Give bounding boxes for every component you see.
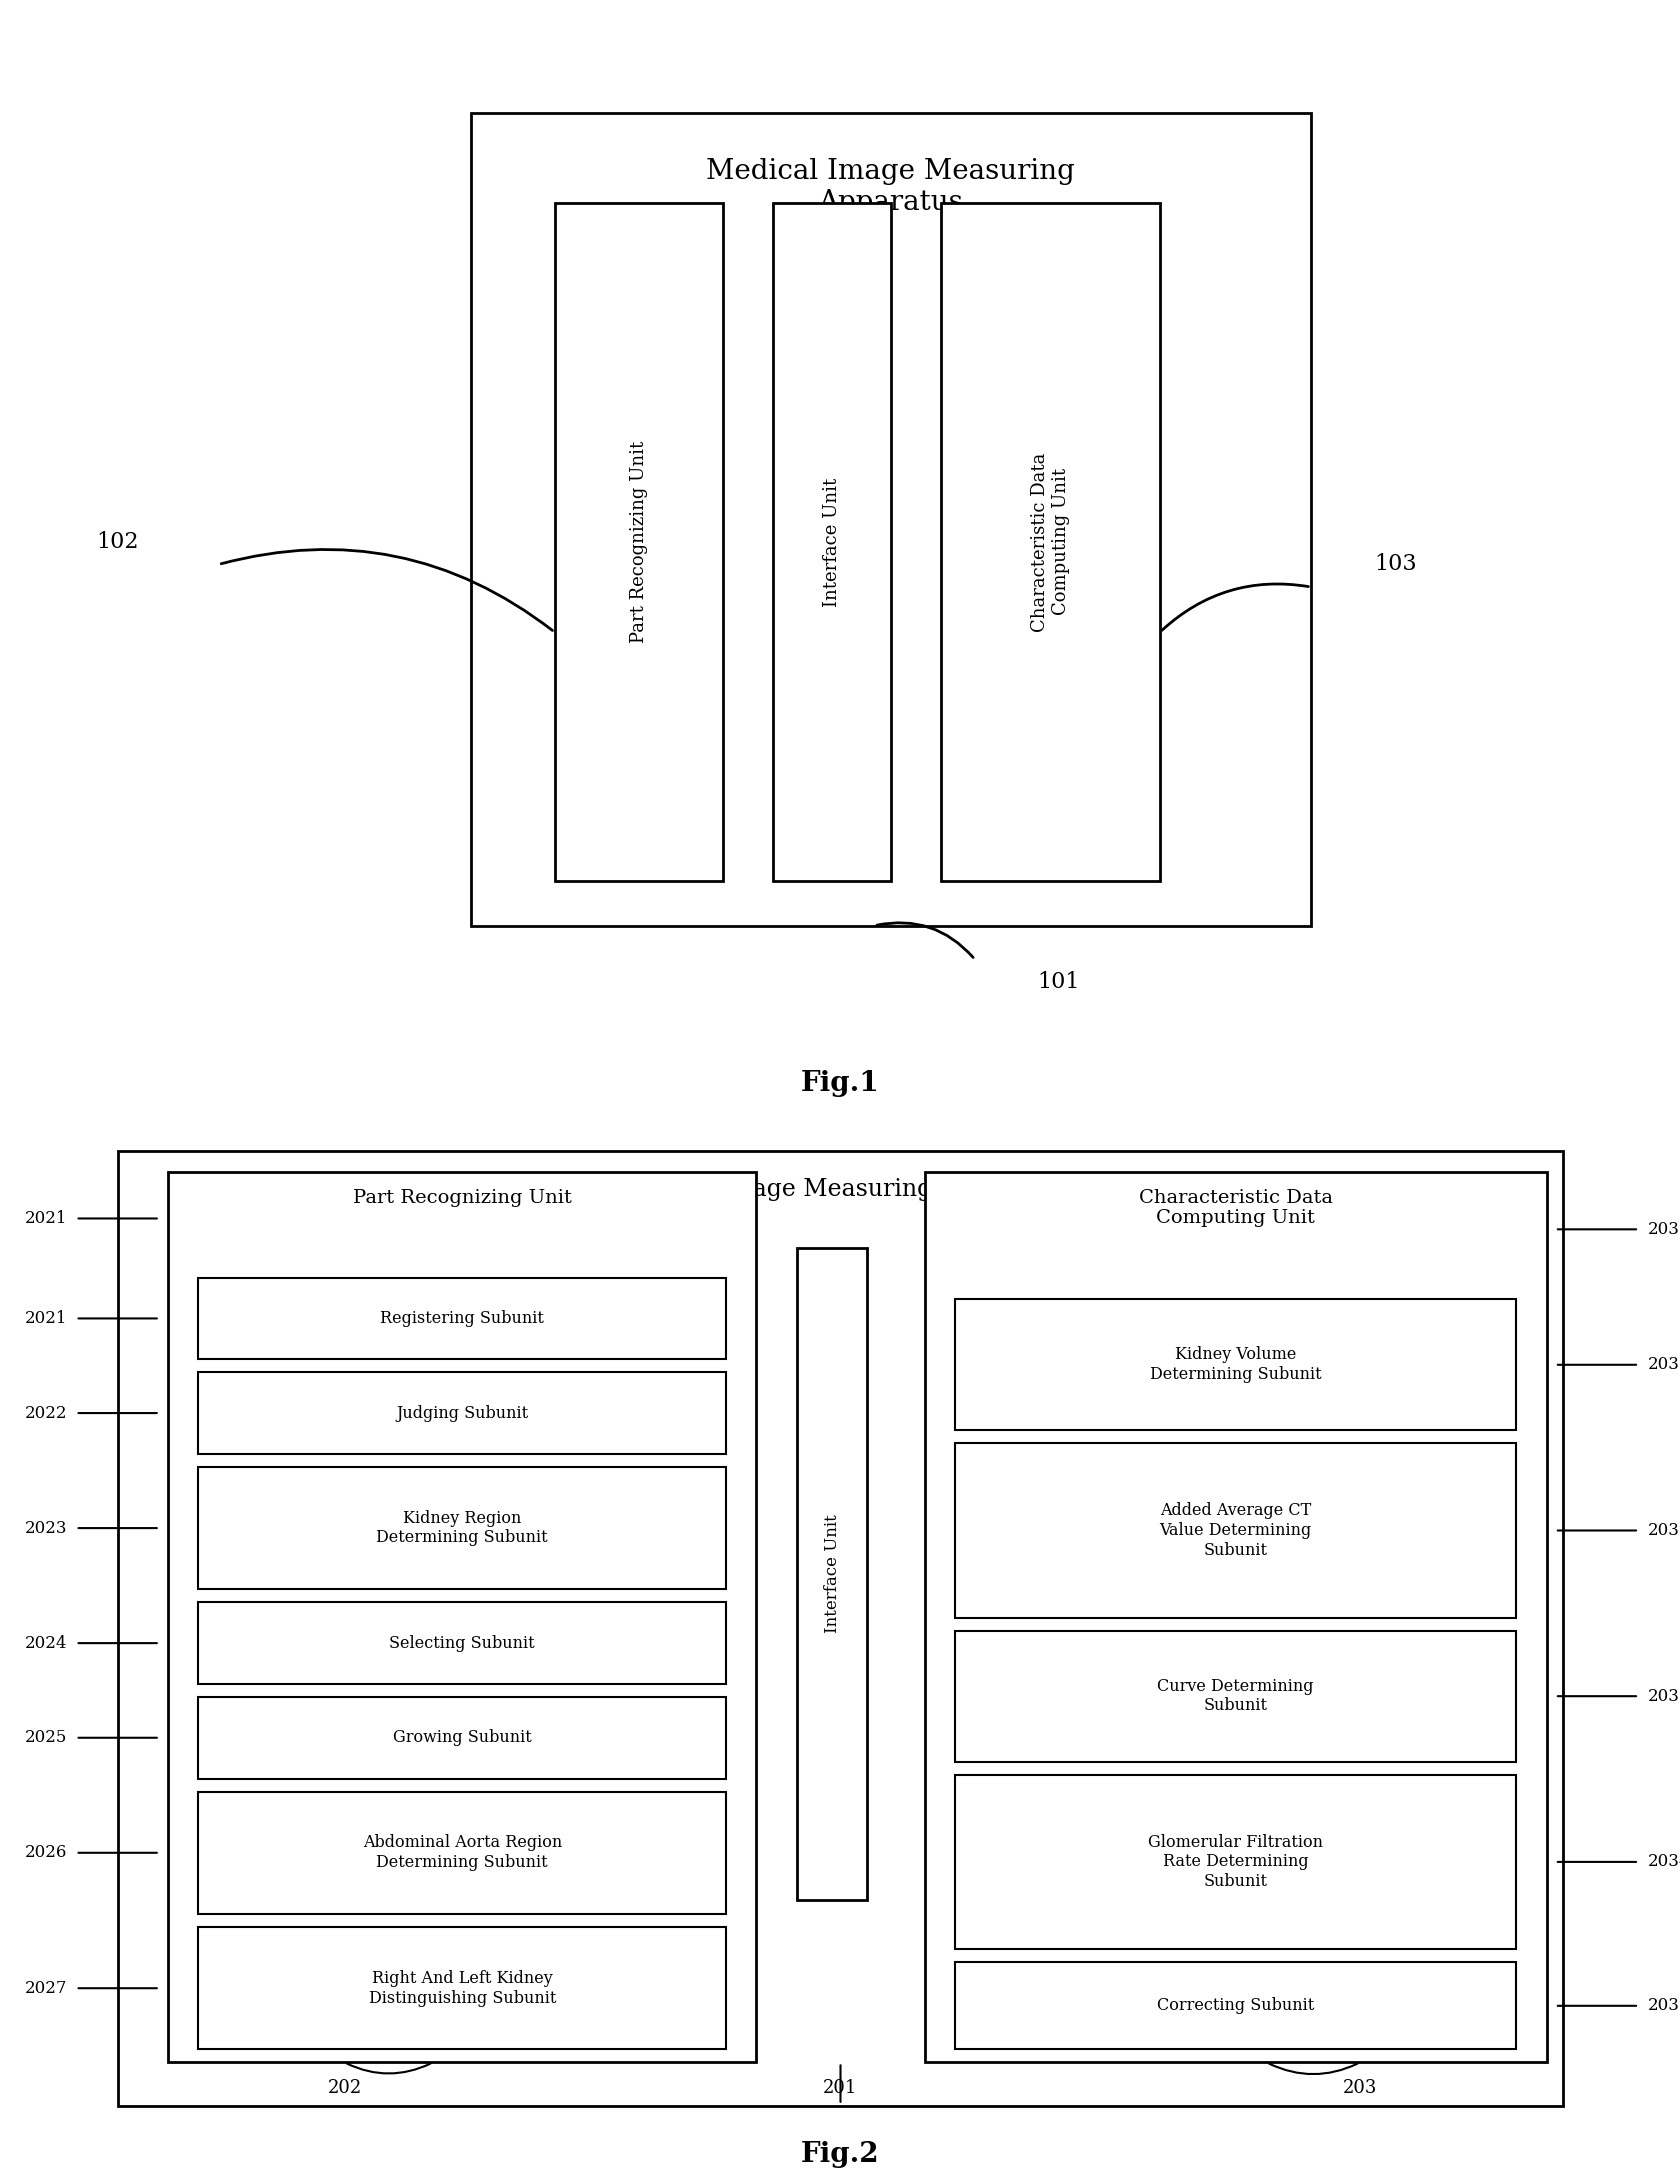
Text: 2024: 2024 [25,1635,67,1652]
Bar [198,1277,726,1359]
Bar [954,1963,1515,2049]
Text: Interface Unit: Interface Unit [823,1515,840,1633]
Text: Correcting Subunit: Correcting Subunit [1156,1997,1314,2015]
Bar [941,204,1159,881]
Text: Interface Unit: Interface Unit [823,478,840,606]
Text: Fig.2: Fig.2 [801,2141,879,2169]
Text: Glomerular Filtration
Rate Determining
Subunit: Glomerular Filtration Rate Determining S… [1147,1834,1322,1891]
Bar [773,204,890,881]
Text: Selecting Subunit: Selecting Subunit [390,1635,534,1652]
Bar [954,1774,1515,1950]
Text: Kidney Region
Determining Subunit: Kidney Region Determining Subunit [376,1509,548,1546]
Text: Judging Subunit: Judging Subunit [396,1405,528,1422]
Bar [198,1372,726,1455]
Bar [198,1928,726,2049]
Text: 103: 103 [1373,554,1416,575]
Bar [118,1151,1562,2106]
Bar [954,1630,1515,1761]
Bar [954,1298,1515,1431]
Text: 101: 101 [1037,970,1080,992]
Bar [924,1172,1546,2062]
Bar [198,1698,726,1778]
Text: Registering Subunit: Registering Subunit [380,1309,544,1326]
Text: Added Average CT
Value Determining
Subunit: Added Average CT Value Determining Subun… [1159,1502,1310,1559]
Text: 203: 203 [1342,2080,1376,2097]
Text: 2034: 2034 [1646,1854,1680,1871]
Text: 2022: 2022 [25,1405,67,1422]
Text: Part Recognizing Unit: Part Recognizing Unit [353,1190,571,1207]
Text: Medical Image Measuring Apparatus: Medical Image Measuring Apparatus [618,1177,1062,1201]
Text: Curve Determining
Subunit: Curve Determining Subunit [1156,1678,1314,1715]
Text: Right And Left Kidney
Distinguishing Subunit: Right And Left Kidney Distinguishing Sub… [368,1969,556,2006]
Text: 201: 201 [823,2080,857,2097]
Bar [198,1602,726,1685]
Text: Abdominal Aorta Region
Determining Subunit: Abdominal Aorta Region Determining Subun… [363,1834,561,1871]
Text: Medical Image Measuring
Apparatus: Medical Image Measuring Apparatus [706,158,1075,217]
Text: 2027: 2027 [25,1980,67,1997]
Text: 202: 202 [328,2080,361,2097]
Text: Characteristic Data
Computing Unit: Characteristic Data Computing Unit [1137,1190,1332,1227]
Text: Part Recognizing Unit: Part Recognizing Unit [630,441,647,643]
Text: 2023: 2023 [25,1520,67,1537]
Text: Growing Subunit: Growing Subunit [393,1730,531,1745]
Bar [796,1248,867,1900]
Text: 102: 102 [96,532,139,554]
Text: 2035: 2035 [1646,1997,1680,2015]
Text: 2031: 2031 [1646,1357,1680,1374]
Text: 2021: 2021 [25,1209,67,1227]
Bar [470,113,1310,925]
Bar [954,1444,1515,1617]
Text: 2021: 2021 [25,1309,67,1326]
Text: 2033: 2033 [1646,1687,1680,1704]
Text: 2032: 2032 [1646,1522,1680,1539]
Text: 2026: 2026 [25,1845,67,1861]
Text: Characteristic Data
Computing Unit: Characteristic Data Computing Unit [1030,452,1070,632]
Text: 2025: 2025 [25,1730,67,1745]
Text: 2031: 2031 [1646,1220,1680,1237]
Text: Fig.1: Fig.1 [801,1070,879,1096]
Bar [198,1468,726,1589]
Bar [168,1172,756,2062]
Bar [554,204,722,881]
Bar [198,1791,726,1915]
Text: Kidney Volume
Determining Subunit: Kidney Volume Determining Subunit [1149,1346,1320,1383]
